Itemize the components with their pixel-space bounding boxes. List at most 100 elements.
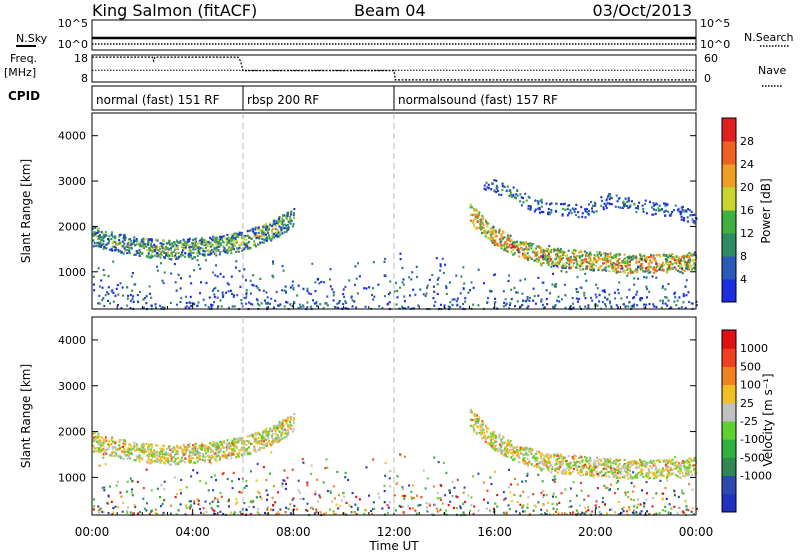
velocity-echo <box>215 445 218 449</box>
power-echo <box>191 242 194 245</box>
power-echo <box>604 254 607 257</box>
power-echo <box>652 271 655 274</box>
velocity-echo <box>146 454 149 457</box>
power-echo <box>401 266 404 270</box>
velocity-echo <box>118 440 121 443</box>
velocity-echo <box>640 464 643 467</box>
power-echo <box>188 252 191 255</box>
power-echo <box>279 221 282 224</box>
power-echo <box>291 225 294 228</box>
power-echo <box>684 285 687 288</box>
velocity-echo <box>103 486 106 489</box>
power-echo <box>510 297 513 301</box>
power-echo <box>107 293 110 296</box>
power-echo <box>162 243 165 246</box>
power-echo <box>428 278 431 281</box>
power-echo <box>150 255 153 258</box>
power-echo <box>636 205 639 208</box>
power-echo <box>536 260 539 263</box>
power-echo <box>332 294 335 297</box>
velocity-echo <box>602 467 605 471</box>
power-echo <box>664 209 667 213</box>
velocity-echo <box>540 452 543 455</box>
power-echo <box>277 231 280 234</box>
velocity-echo <box>329 490 332 493</box>
velocity-echo <box>597 474 600 477</box>
velocity-echo <box>199 511 202 514</box>
velocity-echo <box>495 440 498 443</box>
power-echo <box>153 243 156 246</box>
velocity-echo <box>632 460 635 463</box>
power-echo <box>109 248 112 251</box>
power-echo <box>261 231 264 234</box>
velocity-echo <box>549 454 552 457</box>
power-echo <box>183 248 186 251</box>
velocity-echo <box>163 457 166 460</box>
power-echo <box>281 232 284 235</box>
power-echo <box>123 238 126 241</box>
velocity-echo <box>228 446 231 450</box>
velocity-echo <box>607 465 610 469</box>
power-echo <box>547 263 550 267</box>
power-echo <box>539 261 542 264</box>
power-echo <box>515 240 518 243</box>
power-echo <box>215 243 218 246</box>
power-echo <box>170 272 173 275</box>
power-echo <box>615 304 618 307</box>
power-echo <box>681 272 684 275</box>
velocity-echo <box>527 496 530 499</box>
velocity-echo <box>218 458 221 461</box>
velocity-echo <box>191 447 194 451</box>
power-echo <box>639 268 642 271</box>
velocity-echo <box>226 454 229 457</box>
power-echo <box>213 293 216 296</box>
power-echo <box>578 256 581 259</box>
power-echo <box>92 234 95 237</box>
velocity-echo <box>645 492 648 495</box>
power-echo <box>235 240 238 243</box>
velocity-echo <box>557 454 560 458</box>
power-echo <box>685 265 688 268</box>
cpid-segment-label: normalsound (fast) 157 RF <box>398 93 558 107</box>
power-echo <box>267 234 270 237</box>
velocity-echo <box>395 509 398 512</box>
nave-tick-top: 60 <box>704 52 718 65</box>
power-echo <box>467 291 470 294</box>
velocity-echo <box>412 484 415 487</box>
power-echo <box>495 230 498 233</box>
velocity-echo <box>681 471 684 475</box>
power-echo <box>653 305 656 308</box>
velocity-echo <box>216 445 219 448</box>
velocity-echo <box>271 434 274 437</box>
power-echo <box>637 265 640 268</box>
power-echo <box>176 240 179 244</box>
velocity-echo <box>505 447 508 451</box>
power-echo <box>524 278 527 281</box>
power-echo <box>622 270 625 273</box>
power-echo <box>329 285 332 288</box>
power-echo <box>677 264 680 268</box>
velocity-echo <box>576 460 579 464</box>
power-echo <box>682 254 685 257</box>
velocity-echo <box>272 508 275 512</box>
velocity-echo <box>286 429 289 432</box>
noise-panel-frame <box>91 19 697 51</box>
velocity-echo <box>645 464 648 467</box>
power-echo <box>228 241 231 244</box>
velocity-echo <box>596 465 599 468</box>
power-echo <box>558 262 561 265</box>
power-echo <box>97 243 100 247</box>
power-echo <box>160 254 163 257</box>
power-echo <box>549 292 552 295</box>
power-echo <box>558 300 561 303</box>
power-echo <box>246 230 249 233</box>
power-echo <box>473 225 476 228</box>
power-echo <box>351 305 354 308</box>
power-echo <box>676 208 679 212</box>
velocity-echo <box>269 443 272 446</box>
power-echo <box>241 234 244 237</box>
velocity-echo <box>230 457 233 460</box>
power-echo <box>695 304 698 307</box>
velocity-echo <box>685 471 688 474</box>
velocity-echo <box>525 452 528 456</box>
